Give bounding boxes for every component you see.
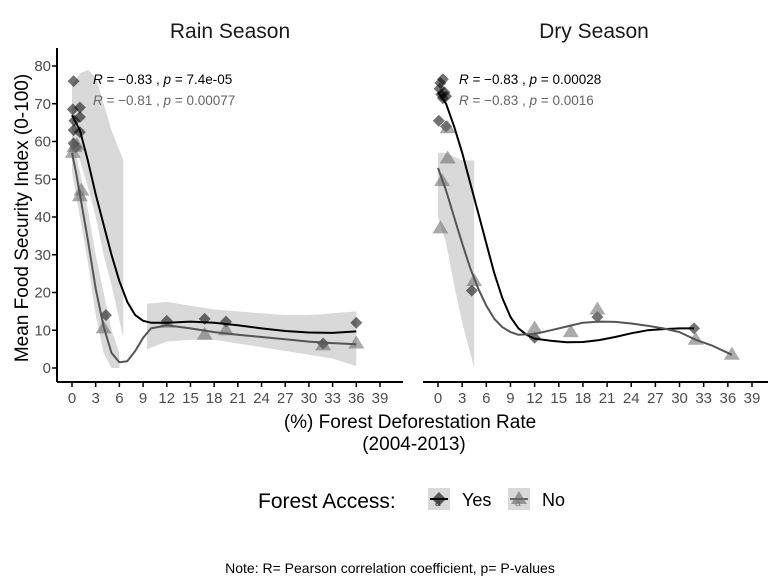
x-tick-label: 39 bbox=[372, 390, 389, 407]
legend-title: Forest Access: bbox=[258, 490, 396, 513]
data-point-yes bbox=[432, 114, 445, 127]
data-point-no bbox=[348, 335, 365, 349]
x-axis-title-line2: (2004-2013) bbox=[362, 434, 466, 455]
x-tick-label: 9 bbox=[506, 390, 514, 407]
x-tick-label: 3 bbox=[92, 390, 100, 407]
stat-annotation-no: R = −0.81 , p = 0.00077 bbox=[93, 93, 235, 108]
legend-key-no: a bbox=[508, 488, 530, 510]
y-tick-label: 50 bbox=[34, 171, 51, 188]
x-tick-label: 30 bbox=[671, 390, 688, 407]
y-tick-label: 70 bbox=[34, 96, 51, 113]
x-tick-label: 27 bbox=[647, 390, 664, 407]
x-tick-label: 3 bbox=[458, 390, 466, 407]
data-point-no bbox=[439, 120, 456, 134]
data-point-no bbox=[158, 314, 175, 328]
fit-line-yes bbox=[71, 114, 357, 334]
x-tick-label: 18 bbox=[575, 390, 592, 407]
x-tick-label: 24 bbox=[623, 390, 640, 407]
data-point-no bbox=[315, 337, 332, 351]
stat-annotation-yes: R = −0.83 , p = 0.00028 bbox=[459, 72, 601, 87]
note: Note: R= Pearson correlation coefficient… bbox=[225, 560, 555, 576]
x-tick-label: 33 bbox=[324, 390, 341, 407]
data-point-no bbox=[723, 346, 740, 360]
x-tick-label: 0 bbox=[68, 390, 76, 407]
x-tick-label: 27 bbox=[277, 390, 294, 407]
y-axis-title: Mean Food Security Index (0-100) bbox=[12, 74, 33, 362]
x-tick-label: 0 bbox=[434, 390, 442, 407]
y-tick-label: 80 bbox=[34, 58, 51, 75]
x-tick-label: 15 bbox=[182, 390, 199, 407]
y-tick-label: 0 bbox=[43, 360, 51, 377]
svg-text:a: a bbox=[435, 498, 441, 509]
y-tick-label: 10 bbox=[34, 322, 51, 339]
x-tick-label: 39 bbox=[744, 390, 761, 407]
x-tick-label: 9 bbox=[139, 390, 147, 407]
legend-label-yes: Yes bbox=[462, 490, 491, 510]
x-tick-label: 15 bbox=[550, 390, 567, 407]
fit-line-no bbox=[437, 167, 733, 356]
x-tick-label: 21 bbox=[599, 390, 616, 407]
data-point-no bbox=[68, 137, 85, 151]
data-point-no bbox=[432, 220, 449, 234]
data-point-yes bbox=[67, 75, 80, 88]
y-tick-label: 30 bbox=[34, 247, 51, 264]
x-tick-label: 21 bbox=[230, 390, 247, 407]
y-tick-label: 60 bbox=[34, 134, 51, 151]
confidence-band-yes bbox=[147, 301, 357, 367]
data-point-no bbox=[439, 150, 456, 164]
fit-line-no bbox=[71, 152, 357, 364]
confidence-band-no bbox=[438, 152, 475, 368]
x-tick-label: 6 bbox=[115, 390, 123, 407]
data-point-yes bbox=[73, 110, 86, 123]
legend-label-no: No bbox=[542, 490, 565, 510]
legend: Forest Access: a Yes a No bbox=[258, 488, 565, 513]
x-tick-label: 12 bbox=[158, 390, 175, 407]
svg-text:a: a bbox=[515, 498, 521, 509]
y-tick-label: 20 bbox=[34, 285, 51, 302]
x-tick-label: 30 bbox=[301, 390, 318, 407]
data-point-yes bbox=[99, 309, 112, 322]
stat-annotation-no: R = −0.83 , p = 0.0016 bbox=[459, 93, 594, 108]
x-axis-title-line1: (%) Forest Deforestation Rate bbox=[284, 412, 536, 433]
x-tick-label: 12 bbox=[526, 390, 543, 407]
y-tick-label: 40 bbox=[34, 209, 51, 226]
x-tick-label: 24 bbox=[253, 390, 270, 407]
stat-annotation-yes: R = −0.83 , p = 7.4e-05 bbox=[93, 72, 232, 87]
data-point-yes bbox=[73, 101, 86, 114]
data-point-no bbox=[196, 326, 213, 340]
data-point-no bbox=[589, 301, 606, 315]
x-tick-label: 33 bbox=[695, 390, 712, 407]
data-point-no bbox=[526, 320, 543, 334]
panel-title: Rain Season bbox=[170, 20, 290, 43]
fit-line-yes bbox=[437, 91, 694, 344]
x-tick-label: 18 bbox=[206, 390, 223, 407]
data-point-no bbox=[562, 324, 579, 338]
x-tick-label: 36 bbox=[720, 390, 737, 407]
panel-title: Dry Season bbox=[539, 20, 649, 43]
legend-key-yes: a bbox=[428, 488, 450, 510]
data-point-yes bbox=[350, 316, 363, 329]
x-tick-label: 36 bbox=[348, 390, 365, 407]
data-point-yes bbox=[436, 73, 449, 86]
x-tick-label: 6 bbox=[482, 390, 490, 407]
data-point-yes bbox=[465, 284, 478, 297]
data-point-yes bbox=[688, 322, 701, 335]
